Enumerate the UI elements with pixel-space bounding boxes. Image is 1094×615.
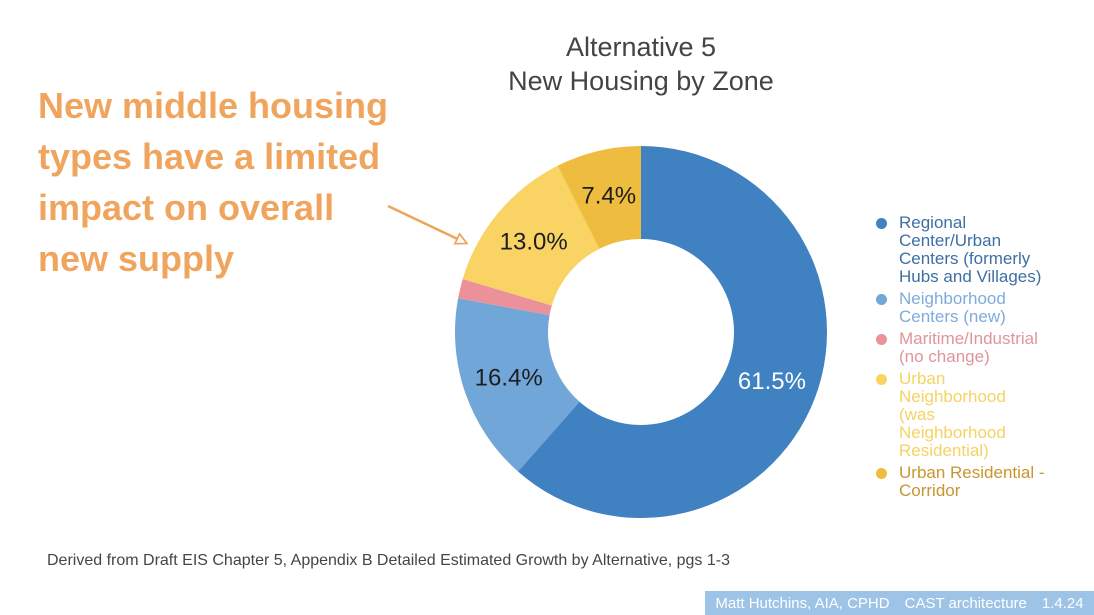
credit-bar: Matt Hutchins, AIA, CPHD CAST architectu…	[705, 591, 1094, 615]
slice-label: 13.0%	[500, 229, 568, 256]
chart-legend: Regional Center/Urban Centers (formerly …	[876, 214, 1056, 500]
legend-item-3: Maritime/Industrial (no change)	[876, 330, 1056, 366]
legend-bullet-icon	[876, 374, 887, 385]
legend-item-label: Maritime/Industrial (no change)	[899, 329, 1038, 366]
legend-bullet-icon	[876, 294, 887, 305]
pie-slice-2	[455, 298, 580, 472]
credit-date: 1.4.24	[1041, 594, 1084, 612]
legend-bullet-icon	[876, 334, 887, 345]
legend-item-label: Urban Residential - Corridor	[899, 463, 1045, 500]
legend-item-4: Urban Neighborhood (was Neighborhood Res…	[876, 370, 1056, 460]
legend-item-label: Regional Center/Urban Centers (formerly …	[899, 213, 1042, 286]
legend-item-2: Neighborhood Centers (new)	[876, 290, 1056, 326]
source-note: Derived from Draft EIS Chapter 5, Append…	[47, 552, 730, 569]
pie-slice-4	[462, 165, 600, 306]
credit-author: Matt Hutchins, AIA, CPHD	[715, 594, 890, 612]
legend-item-1: Regional Center/Urban Centers (formerly …	[876, 214, 1056, 286]
annotation-headline: New middle housing types have a limited …	[38, 85, 389, 279]
slice-label: 7.4%	[581, 182, 636, 209]
credit-firm: CAST architecture	[904, 594, 1027, 612]
slice-label: 61.5%	[738, 368, 806, 395]
donut-chart: 61.5% 16.4% 13.0% 7.4%	[455, 146, 827, 518]
legend-bullet-icon	[876, 218, 887, 229]
pie-slice-1	[517, 146, 827, 518]
pie-slice-5	[557, 146, 641, 249]
pie-slice-3	[458, 278, 552, 316]
legend-item-label: Urban Neighborhood (was Neighborhood Res…	[899, 369, 1006, 460]
legend-item-label: Neighborhood Centers (new)	[899, 289, 1006, 326]
legend-item-5: Urban Residential - Corridor	[876, 464, 1056, 500]
legend-bullet-icon	[876, 468, 887, 479]
slice-label: 16.4%	[475, 364, 543, 391]
chart-title: Alternative 5 New Housing by Zone	[508, 32, 774, 96]
